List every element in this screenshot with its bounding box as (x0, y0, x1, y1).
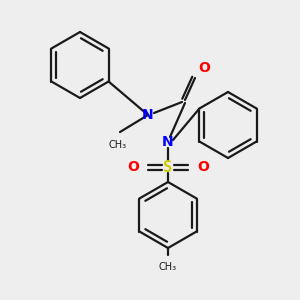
Text: O: O (198, 61, 210, 75)
Text: O: O (197, 160, 209, 174)
Text: O: O (127, 160, 139, 174)
Text: N: N (142, 108, 154, 122)
Text: N: N (162, 135, 174, 149)
Text: CH₃: CH₃ (159, 262, 177, 272)
Text: S: S (164, 160, 172, 175)
Text: CH₃: CH₃ (109, 140, 127, 150)
